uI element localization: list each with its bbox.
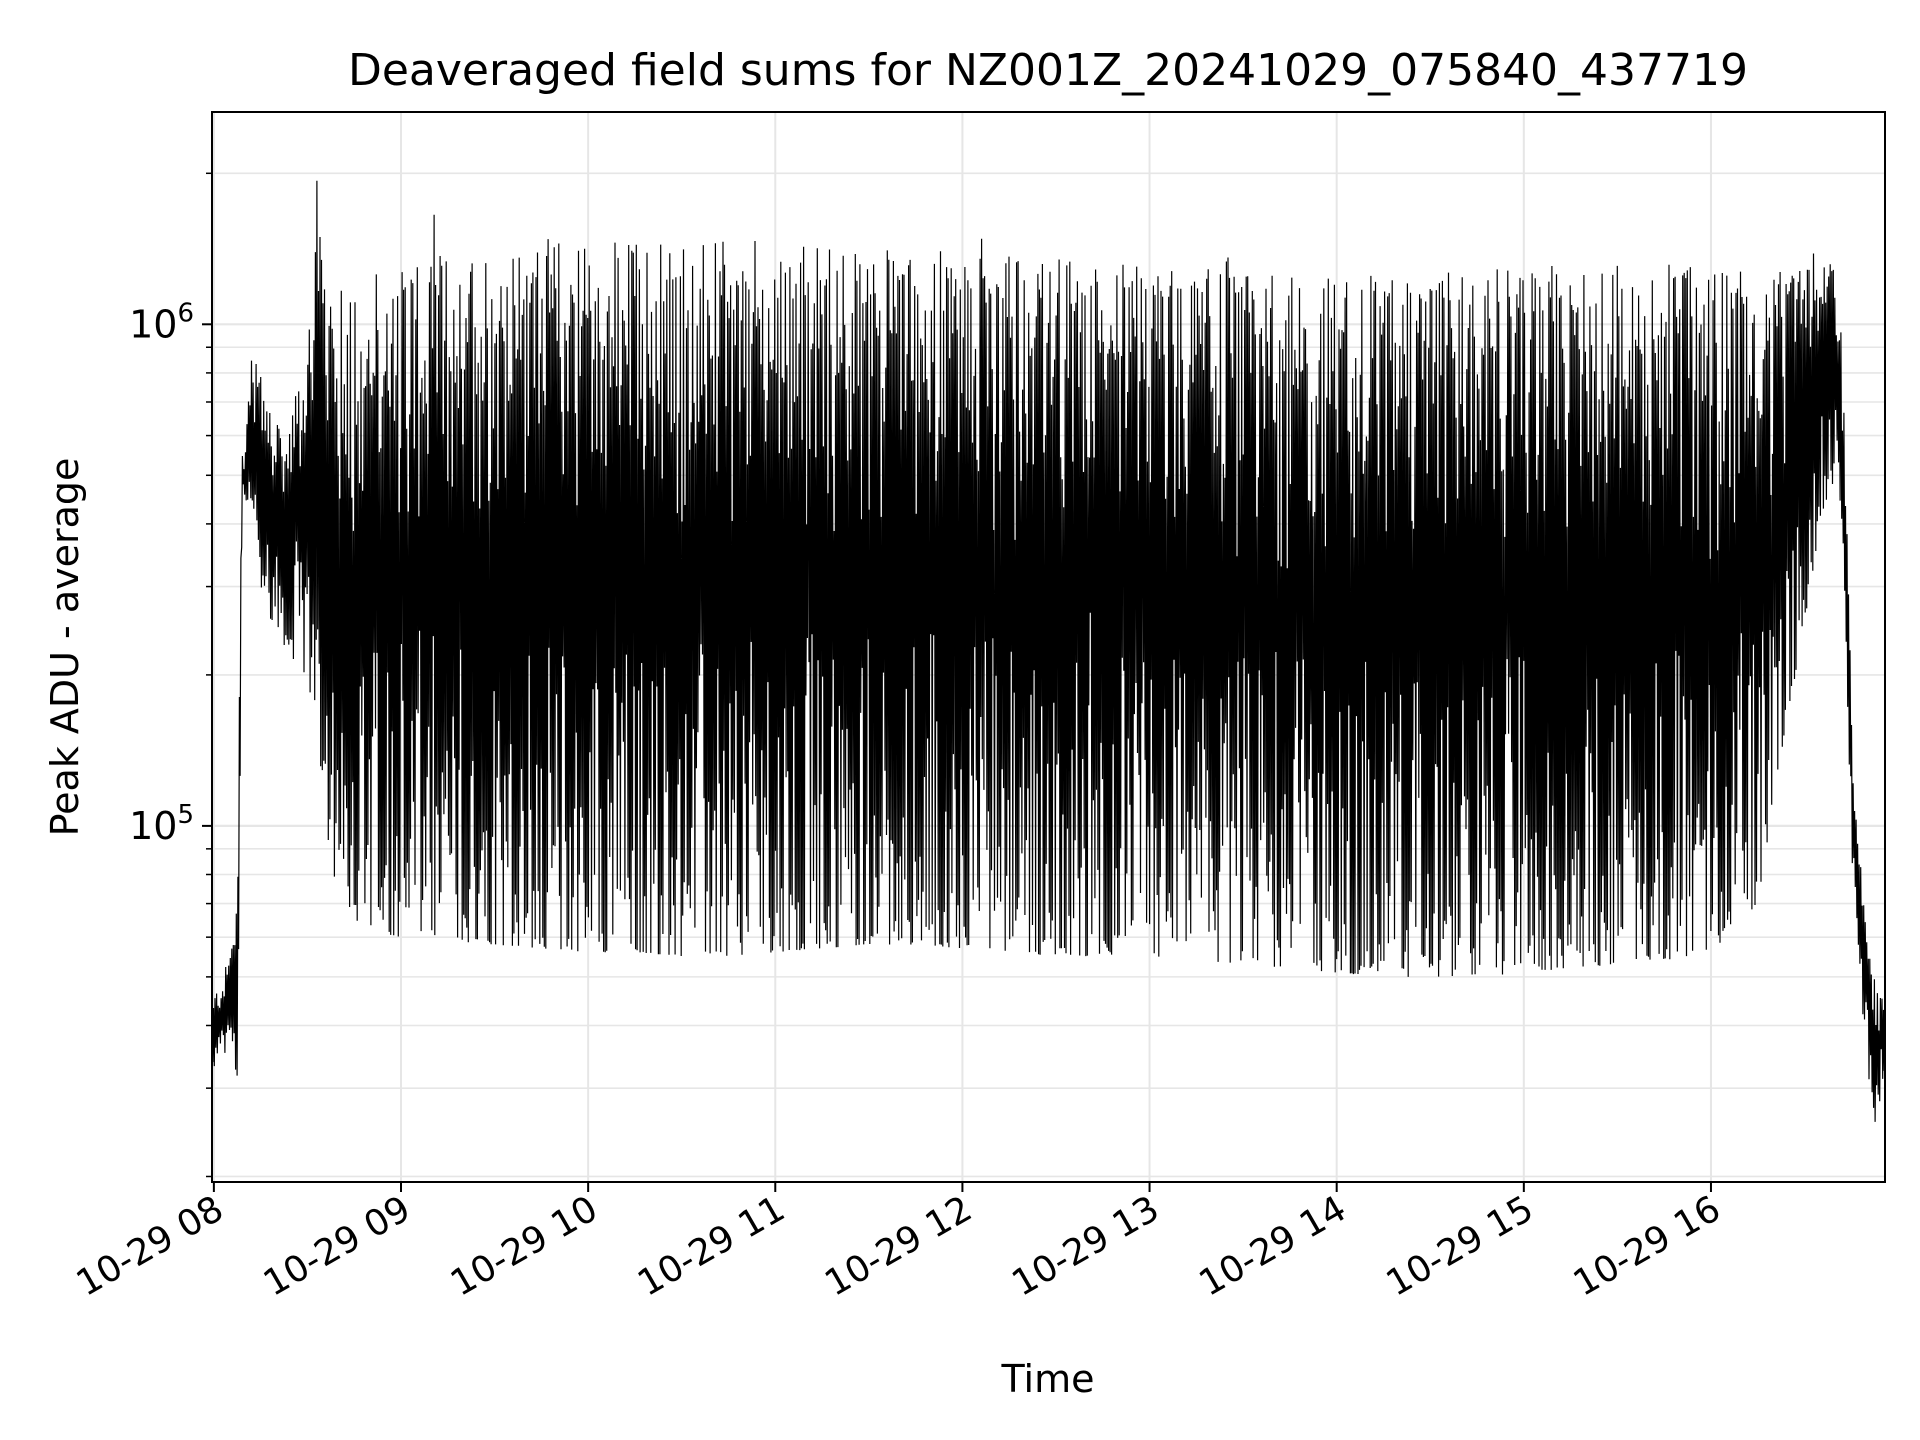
data-series-line bbox=[211, 180, 1886, 1122]
y-axis-label: Peak ADU - average bbox=[43, 458, 87, 837]
y-tick-label: 106 bbox=[129, 298, 194, 346]
y-tick-label: 105 bbox=[129, 800, 194, 848]
plot-frame bbox=[211, 111, 1886, 1183]
x-axis-label: Time bbox=[1001, 1357, 1095, 1401]
data-series bbox=[211, 180, 1886, 1122]
chart-title: Deaveraged field sums for NZ001Z_2024102… bbox=[348, 45, 1748, 96]
y-axis-ticks: 105 106 bbox=[129, 172, 212, 1178]
